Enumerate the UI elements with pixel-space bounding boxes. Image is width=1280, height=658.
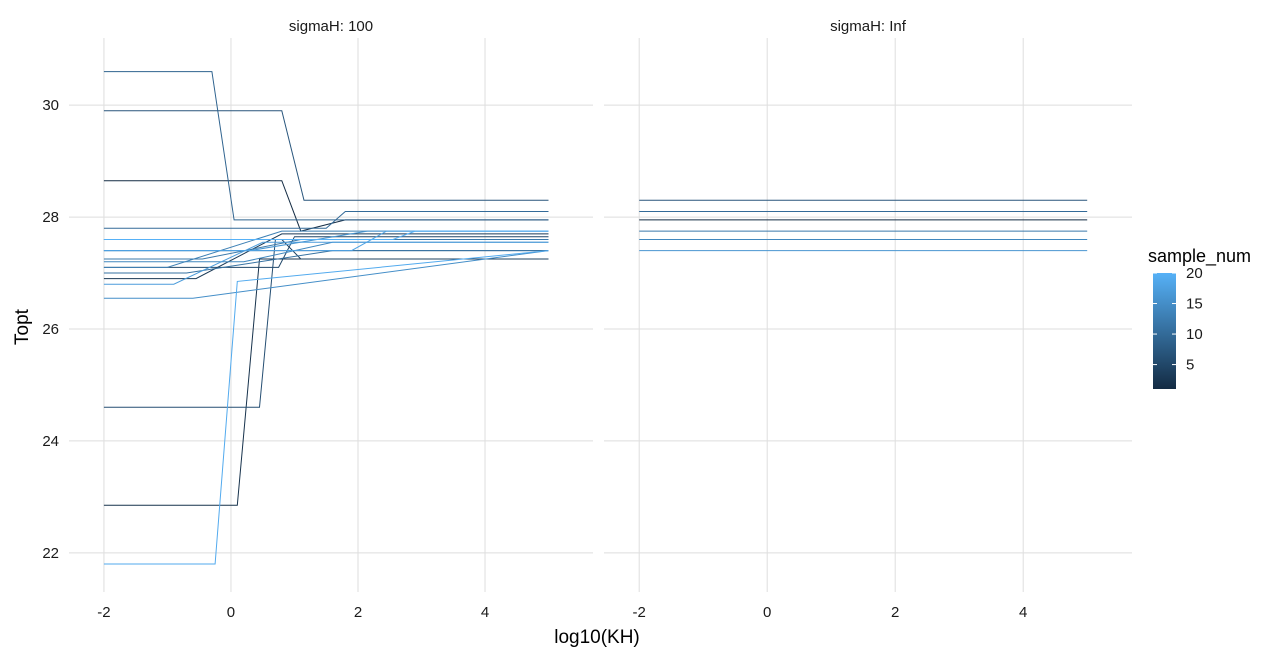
series-line-sample-15 (103, 250, 549, 299)
series-line-sample-10 (103, 211, 549, 229)
facet-strip-label: sigmaH: Inf (830, 18, 907, 35)
legend-break-label: 15 (1186, 296, 1203, 313)
legend-title: sample_num (1148, 246, 1251, 267)
x-tick-label: 4 (1019, 604, 1027, 621)
legend-break-label: 5 (1186, 357, 1194, 374)
legend-colorbar (1153, 273, 1176, 389)
y-tick-label: 30 (42, 97, 59, 114)
series-line-sample-20 (103, 230, 549, 240)
facet-strip-label: sigmaH: 100 (289, 18, 373, 35)
y-axis-title: Topt (12, 308, 33, 345)
x-tick-label: 2 (354, 604, 362, 621)
series-line-sample-2 (103, 258, 549, 506)
x-tick-label: 4 (481, 604, 489, 621)
y-tick-label: 22 (42, 545, 59, 562)
y-tick-label: 26 (42, 321, 59, 338)
y-tick-label: 24 (42, 433, 59, 450)
x-tick-label: -2 (633, 604, 646, 621)
legend: sample_num 5 10 15 20 (1148, 246, 1251, 389)
legend-ticks: 5 10 15 20 (1153, 265, 1203, 374)
series-line-sample-1 (103, 180, 549, 232)
x-axis-title: log10(KH) (554, 627, 640, 648)
series-line-sample-6 (103, 239, 549, 408)
legend-break-label: 20 (1186, 265, 1203, 282)
series-line-sample-19 (103, 250, 549, 565)
legend-break-label: 10 (1186, 326, 1203, 343)
series-line-sample-3 (103, 233, 549, 280)
series-line-sample-9 (103, 71, 549, 221)
x-tick-label: 0 (227, 604, 235, 621)
series-line-sample-7 (103, 110, 549, 201)
x-tick-label: -2 (97, 604, 110, 621)
x-tick-label: 0 (763, 604, 771, 621)
series-line-sample-17 (103, 241, 549, 285)
series-line-sample-12 (103, 239, 549, 260)
y-tick-label: 28 (42, 209, 59, 226)
series-line-sample-11 (103, 250, 549, 274)
x-tick-label: 2 (891, 604, 899, 621)
facet-panel-2: sigmaH: Inf -2 0 2 4 (604, 18, 1132, 621)
